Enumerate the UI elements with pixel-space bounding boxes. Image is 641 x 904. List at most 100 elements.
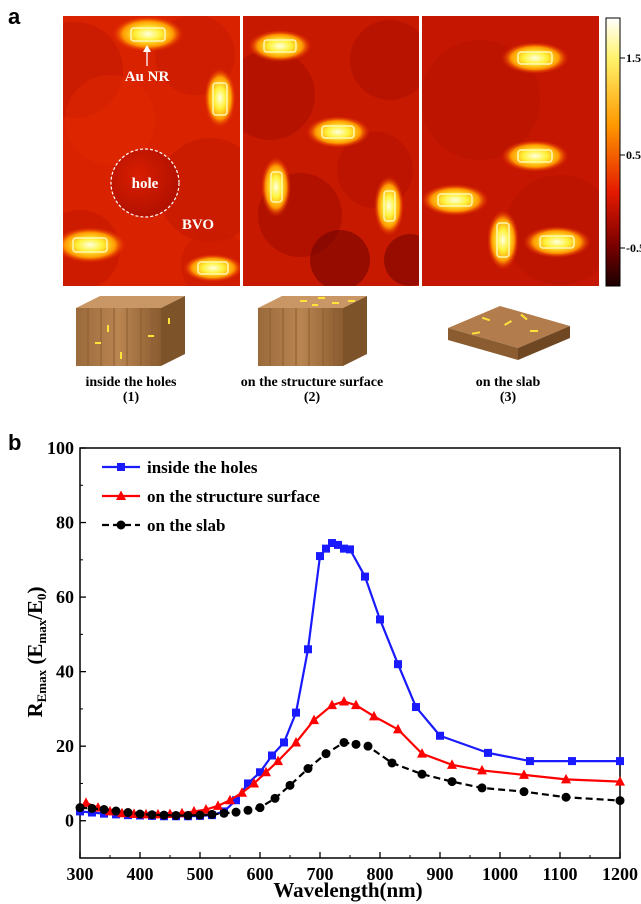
caption-3-index: (3) bbox=[500, 390, 517, 405]
field-map-slab bbox=[422, 16, 599, 286]
series-2-point bbox=[159, 810, 169, 820]
series-1-point bbox=[225, 794, 235, 805]
series-1-point bbox=[213, 800, 223, 810]
series-1-point bbox=[291, 736, 301, 747]
series-2-point bbox=[561, 792, 571, 802]
x-tick-label-400: 400 bbox=[127, 864, 154, 884]
series-1-point bbox=[237, 787, 247, 797]
series-0-point bbox=[268, 751, 276, 760]
series-2-point bbox=[231, 807, 241, 817]
y-tick-label-100: 100 bbox=[47, 438, 74, 458]
schematic-structure-surface bbox=[258, 296, 367, 366]
schematic-slab bbox=[448, 306, 570, 360]
series-line-2 bbox=[79, 741, 621, 817]
series-2-point bbox=[75, 803, 85, 813]
series-0-point bbox=[322, 544, 330, 553]
series-2-point bbox=[417, 769, 427, 779]
series-0-point bbox=[328, 539, 336, 548]
series-2-point bbox=[615, 796, 625, 806]
series-0-point bbox=[232, 796, 240, 805]
caption-2-index: (2) bbox=[304, 390, 321, 405]
caption-2: on the structure surface bbox=[241, 375, 383, 390]
series-2-point bbox=[387, 758, 397, 768]
hole-label: hole bbox=[132, 176, 159, 192]
series-2-point bbox=[207, 809, 217, 819]
x-tick-label-1000: 1000 bbox=[482, 864, 518, 884]
series-0-point bbox=[436, 731, 444, 740]
y-axis-label: REmax (Emax/E0) bbox=[23, 586, 49, 717]
series-1-point bbox=[393, 723, 403, 734]
series-0-point bbox=[280, 738, 288, 747]
series-0-point bbox=[526, 757, 534, 766]
x-tick-label-900: 900 bbox=[427, 864, 454, 884]
x-tick-label-1200: 1200 bbox=[602, 864, 638, 884]
series-2-point bbox=[351, 739, 361, 749]
series-2-point bbox=[147, 810, 157, 820]
x-tick-label-800: 800 bbox=[367, 864, 394, 884]
series-2-point bbox=[183, 811, 193, 821]
series-0-point bbox=[412, 703, 420, 712]
series-2-point bbox=[171, 811, 181, 821]
series-0-point bbox=[346, 545, 354, 554]
caption-3: on the slab bbox=[476, 375, 541, 390]
series-2-point bbox=[447, 777, 457, 787]
y-tick-label-0: 0 bbox=[65, 811, 74, 831]
x-tick-label-700: 700 bbox=[307, 864, 334, 884]
schematic-inside-holes bbox=[76, 296, 185, 366]
colorbar-tick-3: -0.5 bbox=[626, 241, 641, 255]
series-2-point bbox=[111, 806, 121, 816]
colorbar-tick-2: 0.5 bbox=[626, 148, 641, 162]
series-line-1 bbox=[85, 700, 621, 816]
series-2-point bbox=[255, 803, 265, 813]
series-2-point bbox=[321, 749, 331, 759]
series-2-point bbox=[243, 805, 253, 815]
series-1-point bbox=[309, 714, 319, 725]
y-tick-label-80: 80 bbox=[56, 513, 74, 533]
series-0-point bbox=[244, 779, 252, 788]
series-1-point bbox=[615, 776, 625, 786]
series-2-point bbox=[477, 783, 487, 793]
bvo-label: BVO bbox=[182, 217, 214, 233]
series-2-point bbox=[270, 793, 280, 803]
y-tick-label-60: 60 bbox=[56, 587, 74, 607]
series-2-point bbox=[363, 741, 373, 751]
series-0-point bbox=[340, 544, 348, 553]
legend-marker-1 bbox=[116, 490, 126, 500]
series-0-point bbox=[292, 708, 300, 717]
legend: inside the holes on the structure surface… bbox=[102, 458, 320, 535]
series-1-point bbox=[273, 755, 283, 766]
series-1-point bbox=[81, 797, 91, 807]
series-1-point bbox=[417, 748, 427, 758]
series-0-point bbox=[334, 540, 342, 549]
series-2-point bbox=[123, 808, 133, 818]
legend-marker-0 bbox=[117, 463, 125, 471]
series-1-point bbox=[477, 764, 487, 775]
series-1-point bbox=[561, 773, 571, 784]
series-0-point bbox=[484, 748, 492, 757]
caption-1-index: (1) bbox=[123, 390, 140, 405]
series-2-point bbox=[87, 803, 97, 813]
colorbar bbox=[605, 17, 621, 287]
series-0-point bbox=[361, 572, 369, 581]
series-0-point bbox=[568, 757, 576, 766]
x-tick-label-1100: 1100 bbox=[542, 864, 577, 884]
series-1-point bbox=[327, 699, 337, 710]
x-axis-label: Wavelength(nm) bbox=[273, 878, 422, 902]
series-2-point bbox=[219, 808, 229, 818]
colorbar-tick-1: 1.5 bbox=[626, 51, 641, 65]
series-2-point bbox=[99, 805, 109, 815]
legend-marker-2 bbox=[116, 520, 126, 530]
series-0-point bbox=[376, 615, 384, 624]
series-2-point bbox=[135, 809, 145, 819]
series-line-0 bbox=[79, 541, 620, 818]
x-tick-label-600: 600 bbox=[247, 864, 274, 884]
caption-1: inside the holes bbox=[85, 375, 177, 390]
series-2-point bbox=[303, 764, 313, 774]
panel-b-letter: b bbox=[8, 430, 21, 455]
panel-a-letter: a bbox=[8, 4, 21, 29]
series-2-point bbox=[285, 780, 295, 790]
series-1-point bbox=[201, 804, 211, 814]
series-1-point bbox=[369, 710, 379, 721]
au-nr-label: Au NR bbox=[125, 69, 170, 85]
